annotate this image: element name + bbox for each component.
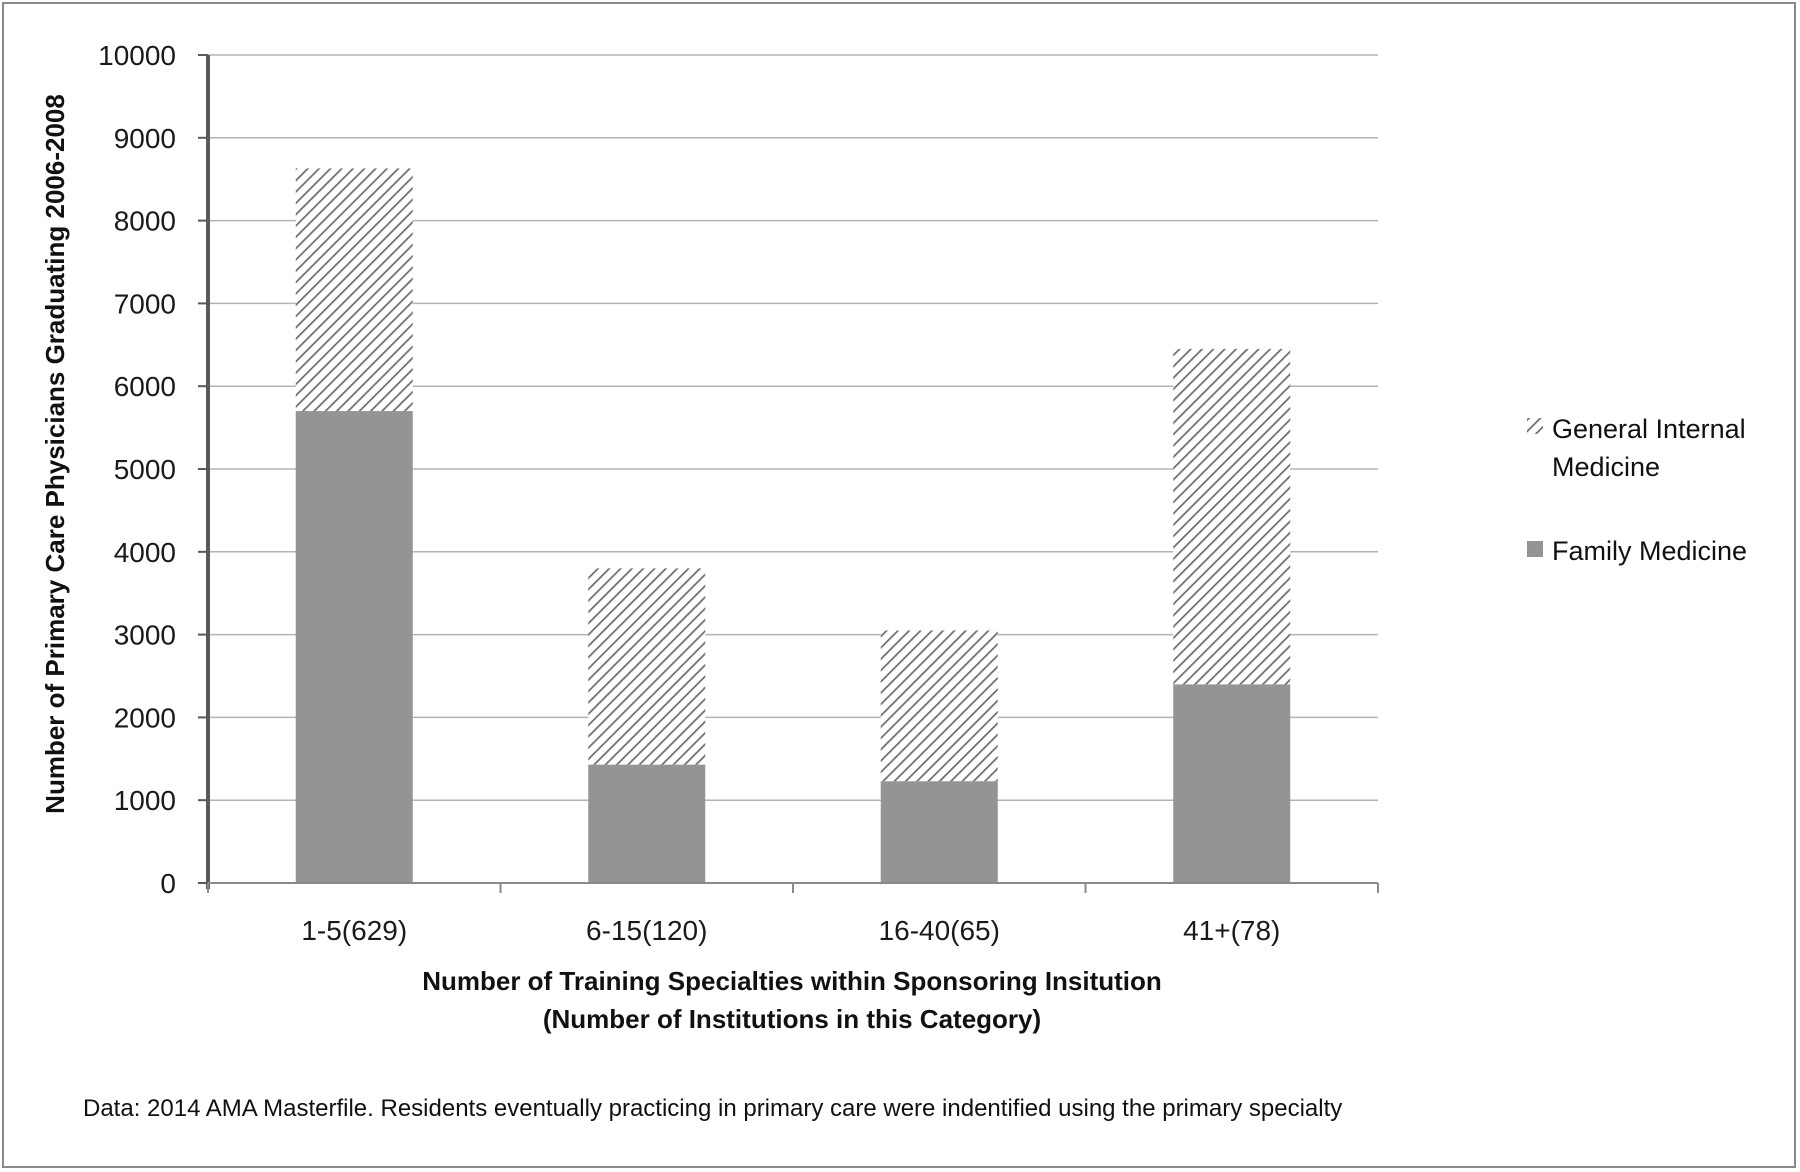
y-tick-label: 6000	[114, 371, 176, 402]
bars	[295, 168, 1291, 883]
y-tick-label: 7000	[114, 288, 176, 319]
x-tick-label: 16-40(65)	[879, 915, 1000, 946]
y-tick-label: 3000	[114, 620, 176, 651]
x-tick-labels: 1-5(629) 6-15(120) 16-40(65) 41+(78)	[301, 915, 1280, 946]
legend: General Internal Medicine Family Medicin…	[1527, 414, 1747, 566]
y-tick-label: 10000	[98, 40, 176, 71]
legend-swatch-family-medicine	[1527, 541, 1543, 557]
legend-swatch-general-internal-medicine	[1527, 418, 1543, 434]
bar-family-medicine-2	[880, 781, 998, 883]
legend-label-family-medicine: Family Medicine	[1552, 536, 1747, 566]
x-axis-title-line2: (Number of Institutions in this Category…	[543, 1004, 1041, 1034]
axes	[198, 54, 1379, 893]
legend-label-general-internal-line2: Medicine	[1552, 452, 1660, 482]
y-tick-labels: 0 1000 2000 3000 4000 5000 6000 7000 8000 9000 100…	[98, 40, 176, 899]
bar-general-internal-medicine-3	[1173, 348, 1291, 685]
y-tick-label: 9000	[114, 123, 176, 154]
x-tick-label: 41+(78)	[1183, 915, 1280, 946]
y-tick-label: 8000	[114, 206, 176, 237]
bar-general-internal-medicine-1	[588, 568, 706, 765]
bar-family-medicine-1	[588, 764, 706, 883]
x-tick-label: 6-15(120)	[586, 915, 707, 946]
bar-general-internal-medicine-0	[295, 168, 413, 412]
y-tick-label: 1000	[114, 785, 176, 816]
bar-family-medicine-3	[1173, 684, 1291, 883]
legend-label-general-internal-line1: General Internal	[1552, 414, 1746, 444]
data-source-note: Data: 2014 AMA Masterfile. Residents eve…	[83, 1095, 1342, 1122]
y-axis-title: Number of Primary Care Physicians Gradua…	[40, 94, 70, 814]
x-tick-label: 1-5(629)	[301, 915, 407, 946]
y-tick-label: 0	[160, 868, 176, 899]
y-tick-label: 2000	[114, 702, 176, 733]
x-axis-title-line1: Number of Training Specialties within Sp…	[422, 966, 1162, 996]
bar-family-medicine-0	[295, 411, 413, 883]
y-tick-label: 5000	[114, 454, 176, 485]
bar-general-internal-medicine-2	[880, 630, 998, 782]
y-tick-label: 4000	[114, 537, 176, 568]
